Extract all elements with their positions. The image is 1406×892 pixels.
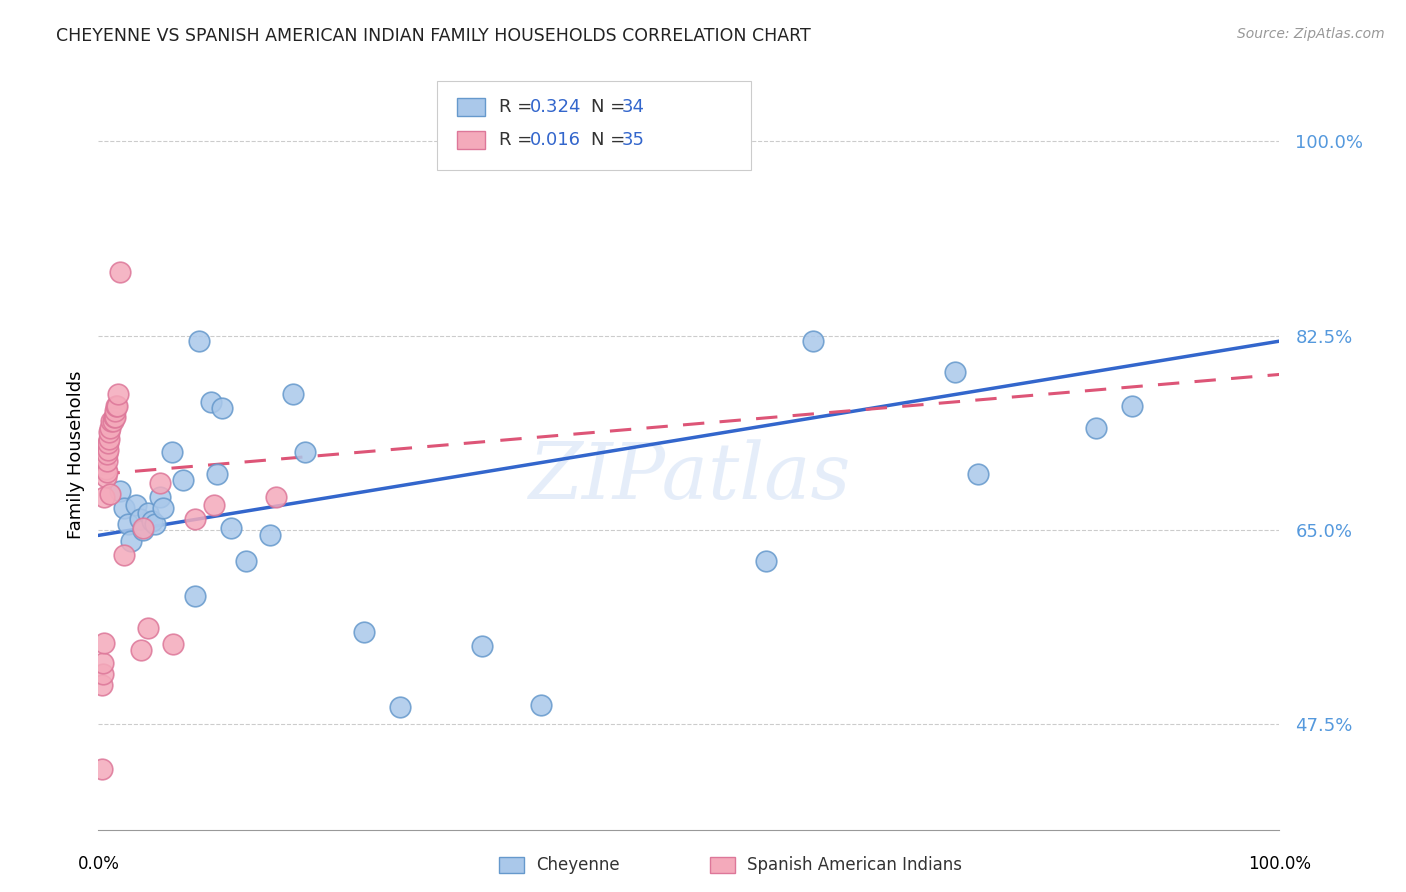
Point — [103, 409, 125, 424]
Text: 0.0%: 0.0% — [77, 855, 120, 872]
Point — [530, 698, 553, 713]
Point — [112, 549, 135, 563]
Text: N =: N = — [591, 131, 630, 149]
Point — [100, 414, 122, 428]
Point — [388, 700, 411, 714]
Point — [108, 483, 131, 498]
Point — [162, 637, 184, 651]
Point — [125, 499, 148, 513]
Point — [91, 678, 114, 692]
Point — [1085, 421, 1108, 435]
Text: Spanish American Indians: Spanish American Indians — [747, 856, 962, 874]
Point — [117, 517, 139, 532]
Point — [143, 517, 166, 532]
Point — [94, 469, 117, 483]
Point — [105, 399, 128, 413]
Point — [98, 432, 121, 446]
Text: R =: R = — [499, 131, 538, 149]
Text: 35: 35 — [621, 131, 644, 149]
Point — [294, 445, 316, 459]
Point — [132, 523, 155, 537]
Text: N =: N = — [591, 98, 630, 116]
Point — [200, 395, 222, 409]
Point — [91, 656, 114, 670]
Point — [1121, 399, 1143, 413]
Point — [264, 490, 287, 504]
Point — [471, 640, 494, 654]
Point — [202, 499, 225, 513]
Point — [97, 442, 120, 457]
Point — [235, 554, 257, 568]
Point — [187, 334, 209, 348]
Point — [943, 365, 966, 379]
Point — [136, 621, 159, 635]
Text: 34: 34 — [621, 98, 644, 116]
Point — [160, 445, 183, 459]
Point — [801, 334, 824, 348]
Point — [96, 465, 118, 479]
Point — [128, 512, 150, 526]
Point — [98, 421, 121, 435]
Point — [211, 401, 233, 415]
Point — [219, 521, 242, 535]
Point — [129, 642, 152, 657]
Point — [96, 447, 118, 461]
Point — [112, 500, 135, 515]
Point — [91, 667, 114, 681]
Point — [136, 506, 159, 520]
Point — [91, 762, 114, 776]
Text: 0.016: 0.016 — [530, 131, 581, 149]
Text: R =: R = — [499, 98, 538, 116]
Y-axis label: Family Households: Family Households — [66, 371, 84, 539]
Point — [141, 514, 163, 528]
Point — [93, 636, 115, 650]
Text: CHEYENNE VS SPANISH AMERICAN INDIAN FAMILY HOUSEHOLDS CORRELATION CHART: CHEYENNE VS SPANISH AMERICAN INDIAN FAMI… — [56, 27, 811, 45]
Text: 100.0%: 100.0% — [1249, 855, 1310, 872]
Point — [259, 528, 281, 542]
Point — [152, 500, 174, 515]
Point — [108, 265, 131, 279]
Point — [353, 624, 375, 639]
Point — [205, 467, 228, 482]
Text: Cheyenne: Cheyenne — [536, 856, 619, 874]
Point — [98, 487, 121, 501]
Point — [149, 490, 172, 504]
Point — [97, 436, 120, 450]
Point — [132, 521, 155, 535]
Point — [94, 462, 117, 476]
Point — [121, 533, 143, 548]
Point — [98, 425, 121, 439]
Point — [104, 409, 127, 424]
Point — [105, 399, 128, 413]
Text: ZIPatlas: ZIPatlas — [527, 439, 851, 516]
Point — [184, 512, 207, 526]
Point — [101, 414, 124, 428]
Point — [172, 473, 194, 487]
Point — [93, 490, 115, 504]
Point — [283, 387, 305, 401]
Point — [967, 467, 990, 482]
Text: 0.324: 0.324 — [530, 98, 582, 116]
Point — [107, 387, 129, 401]
Point — [755, 554, 778, 568]
Point — [184, 590, 207, 604]
Point — [149, 476, 172, 491]
Point — [104, 404, 127, 418]
Point — [96, 454, 118, 468]
Text: Source: ZipAtlas.com: Source: ZipAtlas.com — [1237, 27, 1385, 41]
